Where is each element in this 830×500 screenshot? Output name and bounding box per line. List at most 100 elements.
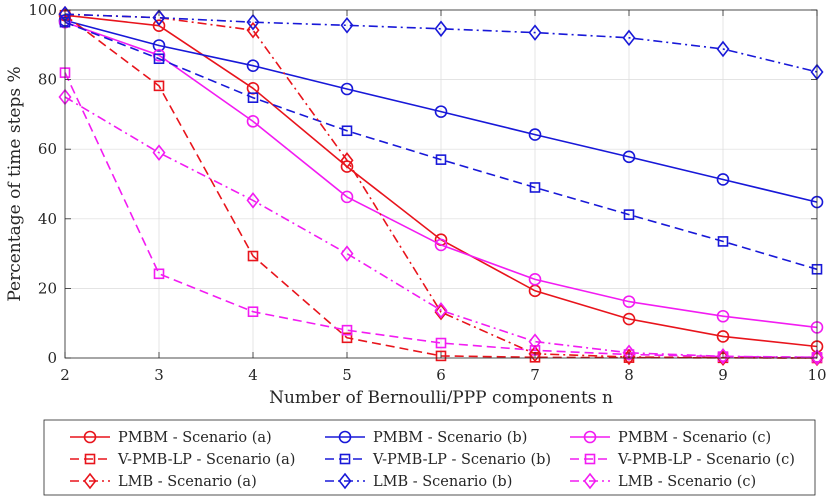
y-tick-label: 20 [38, 279, 57, 297]
legend-marker [83, 430, 97, 444]
y-tick-label: 100 [28, 1, 57, 19]
data-point-square [341, 324, 353, 336]
legend: PMBM - Scenario (a) PMBM - Scenario (b) PM… [43, 419, 816, 496]
data-point-square [435, 154, 447, 165]
data-point-circle [340, 82, 354, 96]
legend-label: V-PMB-LP - Scenario (a) [117, 452, 295, 468]
data-point-circle [434, 105, 448, 118]
data-point-circle [622, 312, 636, 326]
data-point-diamond [340, 245, 354, 262]
data-point-diamond [622, 29, 636, 47]
data-point-square [153, 80, 165, 92]
x-tick-label: 5 [342, 366, 352, 384]
legend-marker [583, 472, 597, 490]
data-point-circle [716, 330, 730, 343]
data-point-circle [246, 59, 260, 72]
data-point-diamond [340, 17, 354, 34]
legend-marker [338, 430, 352, 444]
data-point-square [435, 337, 447, 349]
x-tick-label: 10 [807, 366, 826, 384]
series-line [64, 19, 818, 203]
x-tick-label: 7 [530, 366, 540, 384]
x-tick-label: 6 [436, 366, 446, 384]
series-line [64, 21, 818, 329]
legend-marker [583, 430, 597, 444]
series-line [64, 13, 818, 73]
legend-entry: V-PMB-LP - Scenario (b) [325, 452, 551, 468]
data-point-square [153, 53, 165, 65]
legend-label: V-PMB-LP - Scenario (b) [372, 452, 551, 468]
legend-entry: LMB - Scenario (a) [70, 472, 257, 490]
legend-label: LMB - Scenario (c) [618, 474, 756, 490]
legend-entry: V-PMB-LP - Scenario (a) [70, 452, 295, 468]
x-axis-label: Number of Bernoulli/PPP components n [269, 388, 613, 408]
legend-marker [338, 472, 352, 490]
data-point-diamond [246, 13, 260, 31]
legend-marker [84, 453, 96, 465]
data-point-square [153, 268, 165, 280]
y-axis-label: Percentage of time steps % [5, 66, 25, 301]
data-point-circle [622, 150, 636, 164]
data-point-diamond [528, 345, 542, 363]
x-tick-label: 9 [718, 366, 728, 384]
legend-label: LMB - Scenario (b) [373, 474, 512, 490]
data-point-circle [622, 295, 636, 308]
legend-marker [584, 453, 596, 465]
legend-box [43, 419, 816, 496]
legend-entry: PMBM - Scenario (b) [325, 430, 527, 446]
legend-marker [339, 453, 351, 465]
data-point-diamond [434, 303, 448, 321]
data-point-diamond [246, 21, 260, 39]
data-point-diamond [528, 333, 542, 350]
data-point-square [529, 182, 541, 193]
data-point-square [341, 125, 353, 137]
legend-label: PMBM - Scenario (c) [618, 430, 771, 446]
x-tick-label: 4 [248, 366, 258, 384]
data-point-circle [434, 238, 448, 252]
legend-entry: LMB - Scenario (c) [570, 472, 756, 490]
y-tick-label: 80 [38, 71, 57, 89]
series-line [64, 21, 818, 271]
series-lmb-scenario-c [58, 88, 824, 366]
data-point-circle [340, 190, 354, 204]
x-tick-label: 2 [60, 366, 70, 384]
legend-label: PMBM - Scenario (b) [373, 430, 527, 446]
y-tick-label: 0 [47, 349, 57, 367]
data-point-diamond [434, 20, 448, 38]
legend-entry: PMBM - Scenario (c) [570, 430, 771, 446]
series-line [64, 13, 818, 359]
data-point-circle [716, 309, 730, 323]
legend-marker [83, 472, 97, 490]
data-point-diamond [434, 302, 448, 319]
data-point-square [247, 92, 259, 103]
data-point-diamond [246, 192, 260, 209]
data-point-circle [528, 273, 542, 286]
y-tick-label: 40 [38, 210, 57, 228]
data-point-square [341, 332, 353, 344]
data-point-circle [152, 39, 166, 52]
data-point-circle [246, 115, 260, 128]
legend-label: LMB - Scenario (a) [118, 474, 257, 490]
x-tick-label: 8 [624, 366, 634, 384]
data-point-square [717, 236, 729, 247]
data-point-circle [152, 48, 166, 62]
data-point-square [623, 209, 635, 220]
series-line [64, 72, 818, 359]
data-point-circle [152, 19, 166, 32]
data-point-diamond [810, 349, 824, 366]
data-point-diamond [622, 344, 636, 362]
legend-entry: V-PMB-LP - Scenario (c) [570, 452, 795, 468]
data-point-diamond [152, 9, 166, 26]
data-point-circle [528, 128, 542, 141]
series-line [64, 96, 818, 359]
data-point-diamond [528, 24, 542, 41]
legend-entry: LMB - Scenario (b) [325, 472, 512, 490]
data-point-circle [716, 173, 730, 186]
data-point-diamond [716, 347, 730, 365]
data-point-square [247, 306, 259, 318]
data-point-diamond [716, 40, 730, 58]
legend-label: V-PMB-LP - Scenario (c) [617, 452, 795, 468]
